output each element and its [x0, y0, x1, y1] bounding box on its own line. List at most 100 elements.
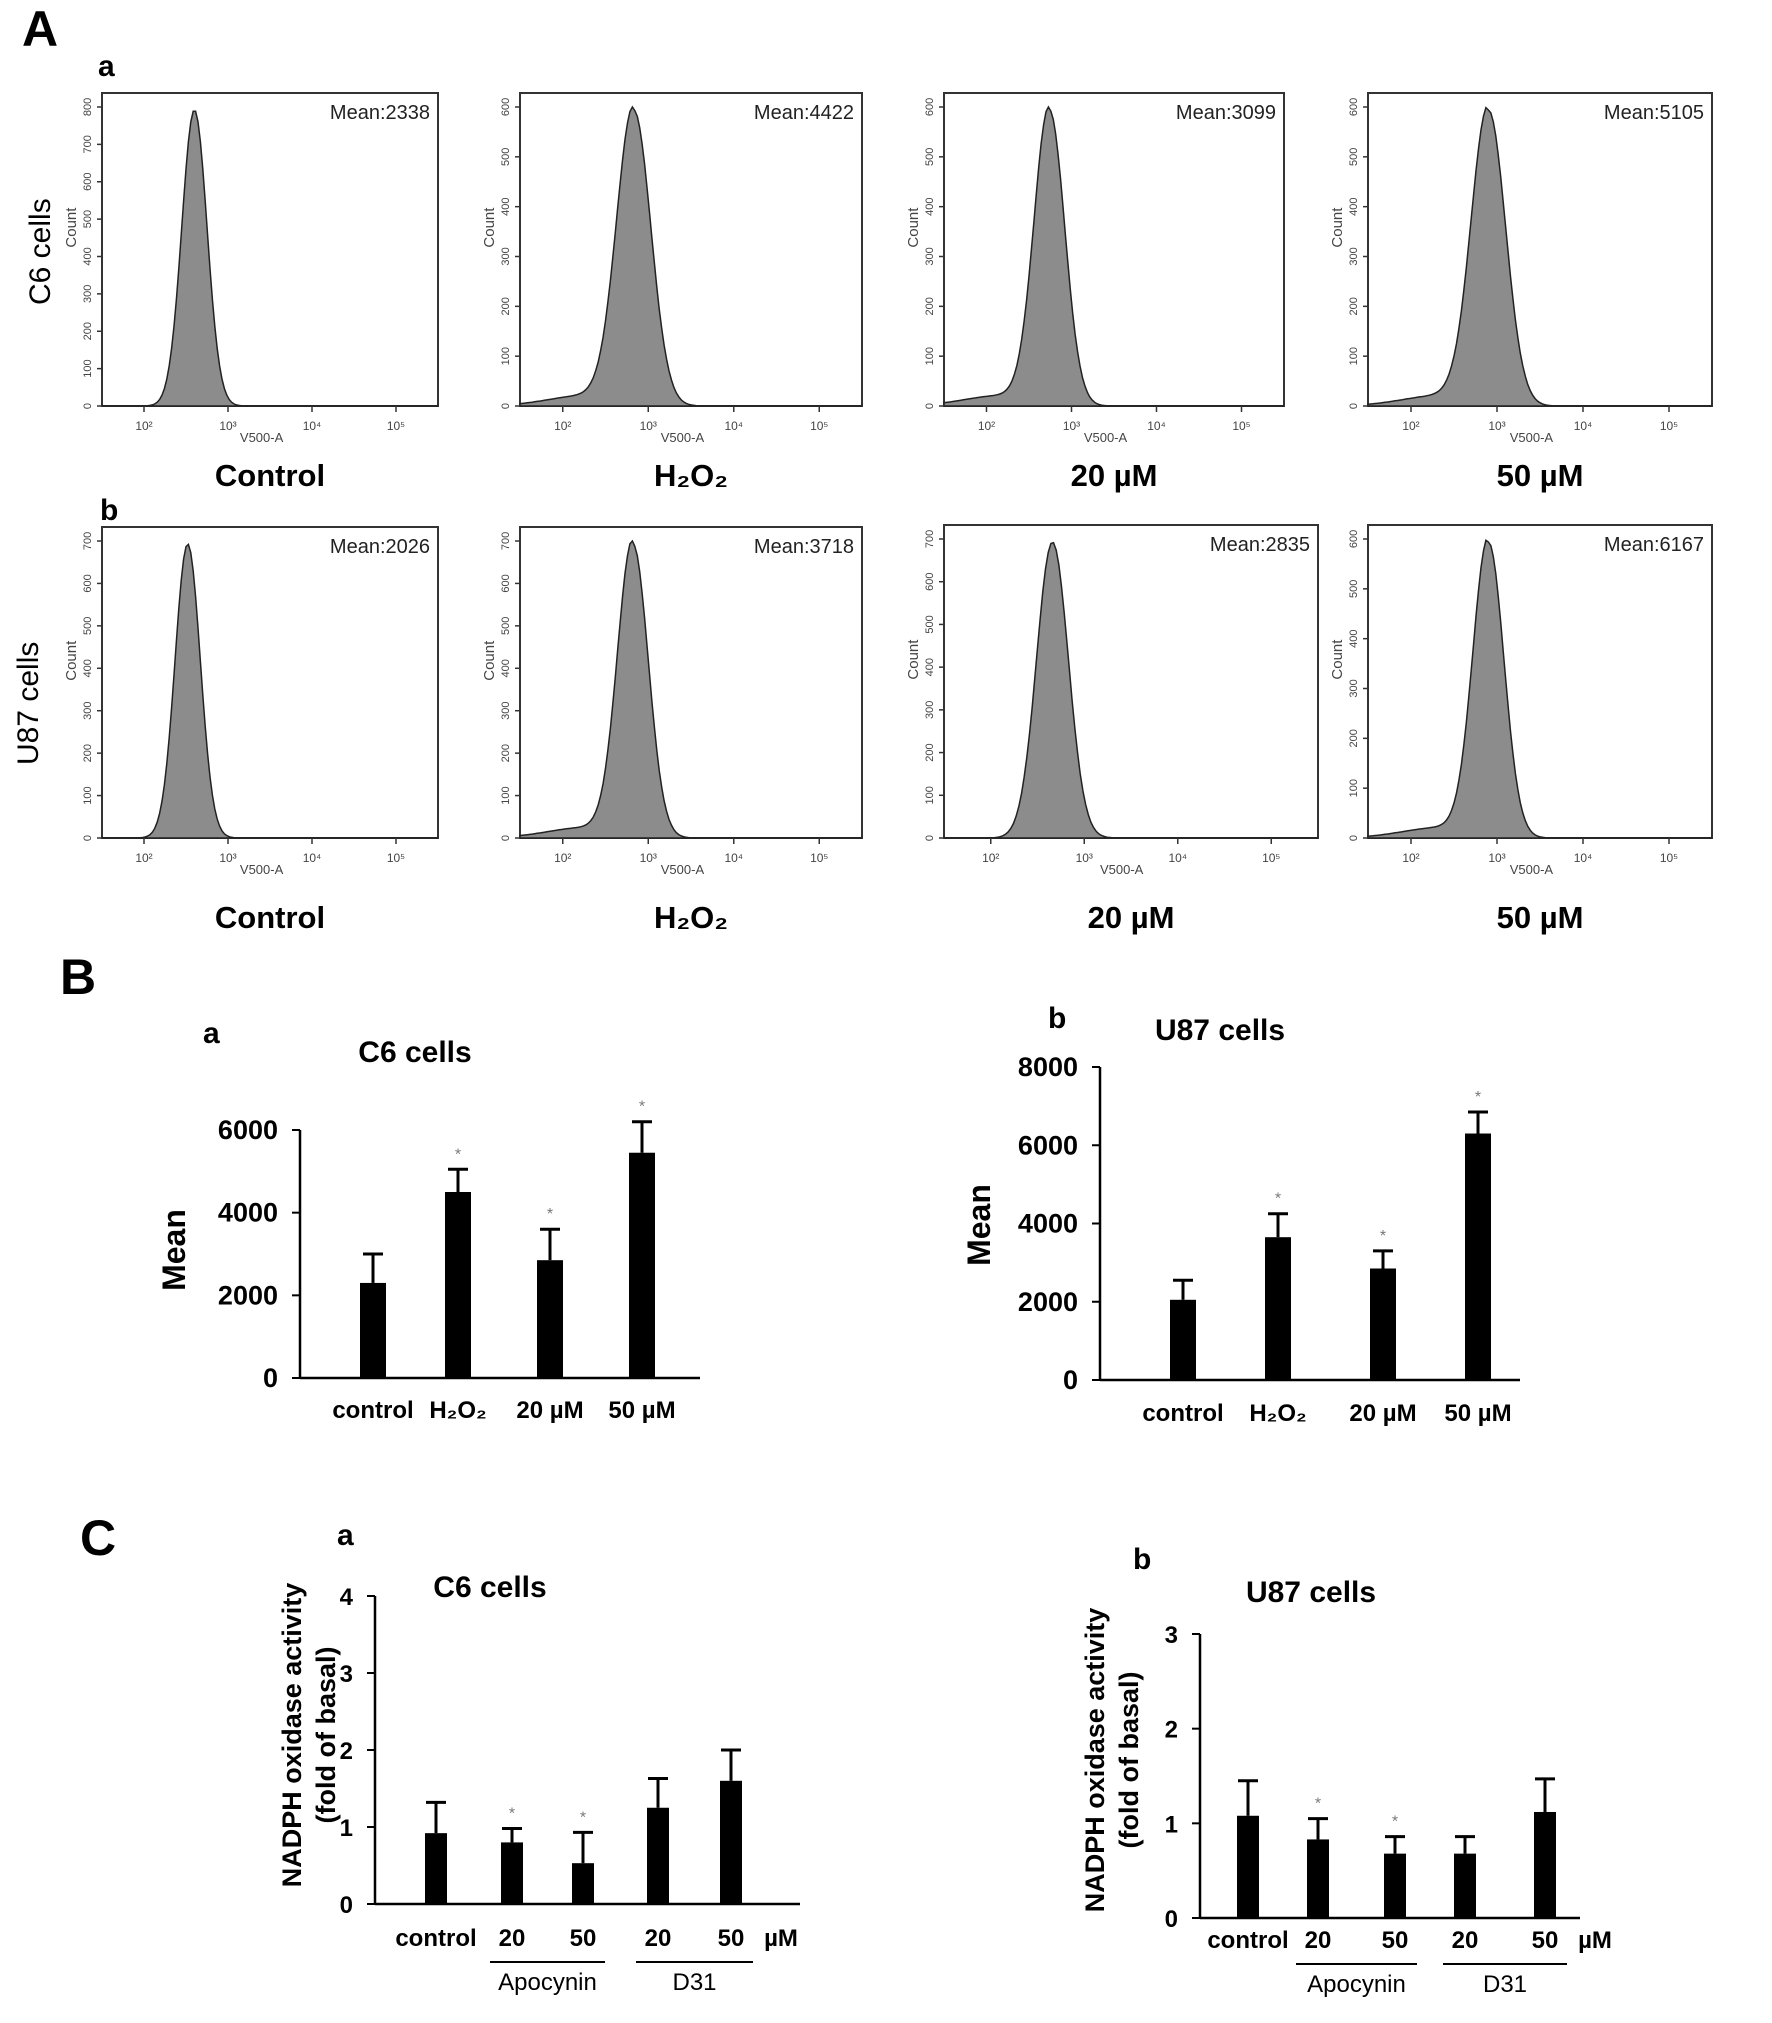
- chart-sub-label: a: [203, 1017, 220, 1050]
- chart-title: U87 cells: [1246, 1576, 1376, 1609]
- y-tick-label: 6000: [218, 1115, 278, 1145]
- significance-marker: *: [1275, 1191, 1281, 1208]
- histogram-curve: [943, 105, 1284, 407]
- x-axis-label: V500-A: [661, 862, 705, 877]
- y-tick-label: 400: [82, 247, 94, 265]
- x-tick-label: 10⁴: [303, 851, 322, 865]
- y-tick-label: 200: [82, 744, 94, 762]
- y-axis-label: Mean: [156, 1209, 192, 1291]
- histogram-plot: 0 100 200 300 400 500 600 700 Count 10² 10³ 10⁴ 10⁵ V…: [63, 526, 439, 935]
- x-tick-label: 10⁴: [724, 851, 743, 865]
- y-tick-label: 0: [500, 835, 512, 841]
- y-tick-label: 500: [500, 148, 512, 166]
- y-tick-label: 100: [500, 347, 512, 365]
- y-axis-label: Count: [1329, 207, 1346, 248]
- y-axis-label: Mean: [961, 1184, 997, 1266]
- y-tick-label: 600: [924, 573, 936, 591]
- y-tick-label: 300: [924, 701, 936, 719]
- category-label: 20 µM: [516, 1397, 583, 1424]
- y-tick-label: 500: [82, 210, 94, 228]
- histogram-plot: 0 100 200 300 400 500 600 700 800 Count 10² 10³ 10⁴ 1…: [63, 92, 439, 493]
- y-tick-label: 300: [1348, 679, 1360, 697]
- group-label: Apocynin: [1307, 1971, 1406, 1998]
- y-tick-label: 200: [1348, 297, 1360, 315]
- y-tick-label: 400: [82, 659, 94, 677]
- mean-value: Mean:5105: [1604, 102, 1704, 124]
- x-tick-label: 10²: [1402, 851, 1419, 865]
- y-tick-label: 3: [340, 1661, 353, 1688]
- x-tick-label: 10⁵: [1232, 419, 1250, 433]
- y-tick-label: 100: [924, 347, 936, 365]
- y-tick-label: 0: [1063, 1365, 1078, 1395]
- y-tick-label: 200: [1348, 729, 1360, 747]
- histogram-frame: [101, 526, 439, 839]
- y-tick-label: 0: [263, 1363, 278, 1393]
- x-tick-label: 10⁴: [1168, 851, 1187, 865]
- condition-label: 50 µM: [1497, 458, 1584, 493]
- mean-value: Mean:3099: [1176, 102, 1276, 124]
- y-tick-label: 700: [924, 530, 936, 548]
- y-tick-label: 8000: [1018, 1052, 1078, 1082]
- mean-value: Mean:6167: [1604, 534, 1704, 556]
- x-tick-label: 10⁵: [387, 851, 405, 865]
- condition-label: 20 µM: [1088, 900, 1175, 935]
- bar: [647, 1807, 669, 1904]
- histogram-frame: [519, 92, 863, 407]
- x-axis-label: V500-A: [1084, 430, 1128, 445]
- x-tick-label: 10³: [219, 419, 236, 433]
- category-label: H₂O₂: [429, 1397, 486, 1424]
- bar: [1170, 1299, 1196, 1380]
- histogram-frame: [943, 92, 1285, 407]
- y-axis-label: Count: [63, 207, 80, 248]
- category-label: 20 µM: [1349, 1400, 1416, 1427]
- y-tick-label: 0: [924, 403, 936, 409]
- y-tick-label: 1: [1165, 1811, 1178, 1838]
- y-tick-label: 2: [1165, 1717, 1178, 1744]
- x-tick-label: 10³: [1063, 419, 1080, 433]
- mean-value: Mean:3718: [754, 536, 854, 558]
- y-tick-label: 0: [500, 403, 512, 409]
- y-tick-label: 4000: [1018, 1209, 1078, 1239]
- y-tick-label: 400: [500, 197, 512, 215]
- group-label: D31: [672, 1969, 716, 1996]
- y-tick-label: 400: [924, 197, 936, 215]
- x-tick-label: 10³: [1488, 419, 1505, 433]
- y-tick-label: 4: [340, 1584, 354, 1611]
- bar: [1307, 1839, 1329, 1918]
- significance-marker: *: [455, 1146, 461, 1163]
- significance-marker: *: [1315, 1796, 1321, 1813]
- bar-chart-b-a: C6 cells a 0 2000 4000 6000 Mean control * H₂O₂ * 2…: [156, 1017, 700, 1424]
- mean-value: Mean:2026: [330, 536, 430, 558]
- bar: [501, 1842, 523, 1904]
- category-label: 20: [645, 1925, 672, 1952]
- histogram-plot: 0 100 200 300 400 500 600 700 Count 10² 10³ 10⁴ 10⁵ V…: [481, 526, 863, 935]
- condition-label: Control: [215, 900, 325, 935]
- bar: [720, 1780, 742, 1904]
- y-tick-label: 600: [1348, 98, 1360, 116]
- bar: [1454, 1853, 1476, 1918]
- bar: [445, 1192, 471, 1378]
- histogram-frame: [101, 92, 439, 407]
- bar: [1370, 1268, 1396, 1380]
- y-axis-label: NADPH oxidase activity (fold of basal): [277, 1583, 341, 1888]
- group-label: D31: [1483, 1971, 1527, 1998]
- y-tick-label: 700: [500, 532, 512, 550]
- x-tick-label: 10⁴: [1574, 851, 1593, 865]
- condition-label: 50 µM: [1497, 900, 1584, 935]
- category-label: control: [1142, 1400, 1223, 1427]
- mean-value: Mean:2835: [1210, 534, 1310, 556]
- significance-marker: *: [580, 1809, 586, 1826]
- x-axis-label: V500-A: [1510, 862, 1554, 877]
- histogram-plot: 0 100 200 300 400 500 600 Count 10² 10³ 10⁴ 10⁵ V500…: [1329, 524, 1713, 935]
- category-label: 50: [1532, 1927, 1559, 1954]
- x-tick-label: 10⁵: [810, 851, 828, 865]
- y-tick-label: 700: [82, 135, 94, 153]
- condition-label: 20 µM: [1071, 458, 1158, 493]
- y-tick-label: 0: [82, 403, 94, 409]
- x-axis-label: V500-A: [661, 430, 705, 445]
- y-tick-label: 500: [82, 617, 94, 635]
- bar: [629, 1152, 655, 1378]
- chart-title: U87 cells: [1155, 1014, 1285, 1047]
